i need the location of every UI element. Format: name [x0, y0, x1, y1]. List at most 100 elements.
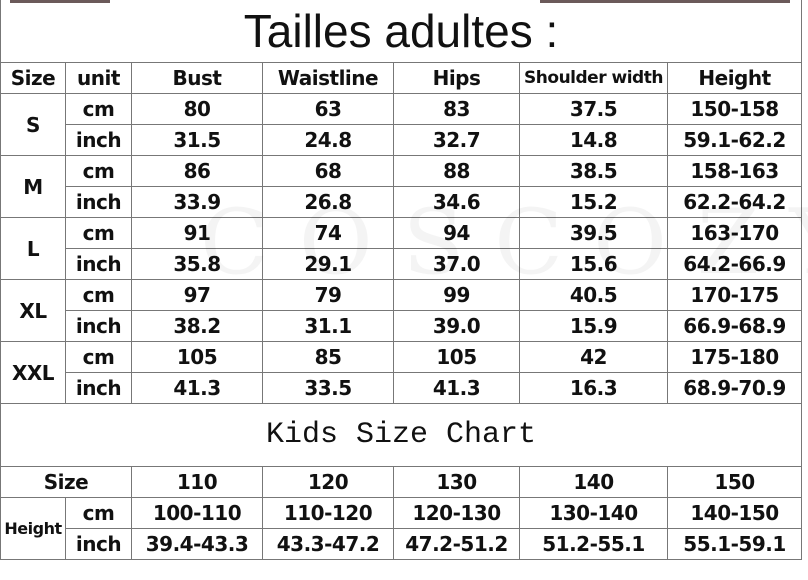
cell-value: 83	[393, 93, 520, 125]
cell-value: 62.2-64.2	[666, 186, 803, 218]
unit-label: cm	[65, 93, 132, 125]
column-header: Bust	[131, 62, 263, 94]
size-label: L	[0, 217, 66, 280]
table-row: XXL cm 105 85 105 42 175-180	[0, 341, 803, 404]
cell-value: 79	[262, 279, 394, 311]
cell-value: 37.0	[393, 248, 520, 280]
cell-value: 31.1	[262, 310, 394, 342]
cell-value: 41.3	[393, 372, 520, 404]
cell-value: 39.5	[519, 217, 668, 249]
size-label: Size	[0, 466, 132, 498]
cell-value: 16.3	[519, 372, 668, 404]
cell-value: 97	[131, 279, 263, 311]
size-label: M	[0, 155, 66, 218]
cell-value: 31.5	[131, 124, 263, 156]
cell-value: 68	[262, 155, 394, 187]
cell-value: 35.8	[131, 248, 263, 280]
cell-value: 80	[131, 93, 263, 125]
cell-value: 37.5	[519, 93, 668, 125]
column-header: Size	[0, 62, 66, 94]
column-header: Height	[666, 62, 803, 94]
cell-value: 33.9	[131, 186, 263, 218]
unit-label: inch	[65, 528, 132, 560]
table-row: XL cm 97 79 99 40.5 170-175	[0, 279, 803, 342]
cell-value: 51.2-55.1	[519, 528, 668, 560]
kids-size: 130	[393, 466, 520, 498]
cell-value: 88	[393, 155, 520, 187]
unit-label: inch	[65, 310, 132, 342]
table-row: inch 41.3 33.5 41.3 16.3 68.9-70.9	[1, 372, 803, 404]
table-row: inch 35.8 29.1 37.0 15.6 64.2-66.9	[1, 248, 803, 280]
cell-value: 99	[393, 279, 520, 311]
cell-value: 163-170	[666, 217, 803, 249]
table-row: inch 39.4-43.3 43.3-47.2 47.2-51.2 51.2-55.1…	[1, 528, 803, 560]
cell-value: 170-175	[666, 279, 803, 311]
height-label: Height	[0, 497, 66, 560]
cell-value: 26.8	[262, 186, 394, 218]
cell-value: 15.6	[519, 248, 668, 280]
kids-size-row: Size 110 120 130 140 150	[0, 466, 803, 498]
cell-value: 32.7	[393, 124, 520, 156]
cell-value: 105	[131, 341, 263, 373]
cell-value: 15.9	[519, 310, 668, 342]
column-header: Shoulder width	[519, 62, 668, 94]
column-header: Waistline	[262, 62, 394, 94]
cell-value: 66.9-68.9	[666, 310, 803, 342]
table-row: Height cm 100-110 110-120 120-130 130-140 140-…	[0, 497, 803, 560]
cell-value: 34.6	[393, 186, 520, 218]
cell-value: 64.2-66.9	[666, 248, 803, 280]
cell-value: 100-110	[131, 497, 263, 529]
cell-value: 15.2	[519, 186, 668, 218]
unit-label: cm	[65, 217, 132, 249]
cell-value: 38.5	[519, 155, 668, 187]
cell-value: 68.9-70.9	[666, 372, 803, 404]
size-chart-table: Tailles adultes : Size unit Bust Waistline H…	[0, 0, 803, 560]
table-row: inch 33.9 26.8 34.6 15.2 62.2-64.2	[1, 186, 803, 218]
cell-value: 42	[519, 341, 668, 373]
adult-header-row: Size unit Bust Waistline Hips Shoulder width H…	[0, 62, 803, 94]
unit-label: cm	[65, 497, 132, 529]
unit-label: inch	[65, 372, 132, 404]
cell-value: 130-140	[519, 497, 668, 529]
unit-label: inch	[65, 248, 132, 280]
kids-size: 140	[519, 466, 668, 498]
cell-value: 38.2	[131, 310, 263, 342]
cell-value: 55.1-59.1	[666, 528, 803, 560]
cell-value: 14.8	[519, 124, 668, 156]
unit-label: cm	[65, 341, 132, 373]
page-title: Tailles adultes :	[0, 0, 803, 63]
table-row: inch 31.5 24.8 32.7 14.8 59.1-62.2	[1, 124, 803, 156]
cell-value: 91	[131, 217, 263, 249]
cell-value: 39.0	[393, 310, 520, 342]
column-header: Hips	[393, 62, 520, 94]
cell-value: 158-163	[666, 155, 803, 187]
cell-value: 94	[393, 217, 520, 249]
cell-value: 63	[262, 93, 394, 125]
unit-label: cm	[65, 155, 132, 187]
size-label: XXL	[0, 341, 66, 404]
cell-value: 140-150	[666, 497, 803, 529]
table-row: inch 38.2 31.1 39.0 15.9 66.9-68.9	[1, 310, 803, 342]
cell-value: 110-120	[262, 497, 394, 529]
unit-label: inch	[65, 124, 132, 156]
cell-value: 150-158	[666, 93, 803, 125]
cell-value: 43.3-47.2	[262, 528, 394, 560]
kids-size: 120	[262, 466, 394, 498]
cell-value: 33.5	[262, 372, 394, 404]
unit-label: cm	[65, 279, 132, 311]
cell-value: 40.5	[519, 279, 668, 311]
cell-value: 59.1-62.2	[666, 124, 803, 156]
cell-value: 24.8	[262, 124, 394, 156]
cell-value: 120-130	[393, 497, 520, 529]
cell-value: 29.1	[262, 248, 394, 280]
cell-value: 47.2-51.2	[393, 528, 520, 560]
cell-value: 86	[131, 155, 263, 187]
kids-section-title: Kids Size Chart	[0, 403, 803, 467]
size-label: S	[0, 93, 66, 156]
kids-size: 110	[131, 466, 263, 498]
cell-value: 175-180	[666, 341, 803, 373]
cell-value: 105	[393, 341, 520, 373]
